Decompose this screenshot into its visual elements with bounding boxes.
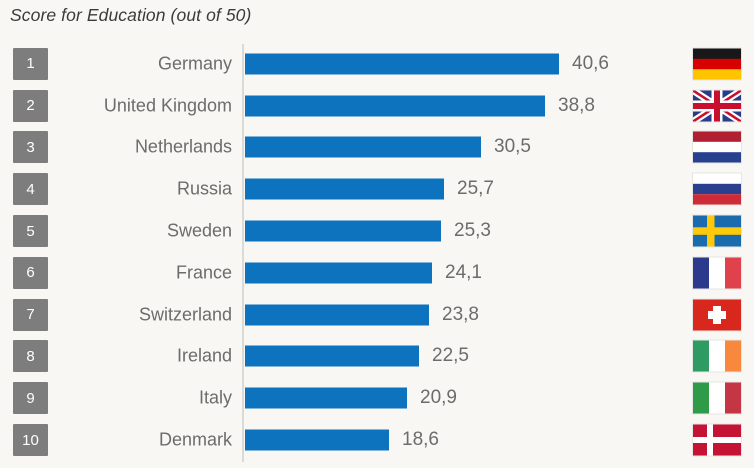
score-value: 18,6 — [402, 429, 439, 451]
united-kingdom-flag-icon — [692, 89, 742, 123]
rank-badge: 4 — [13, 173, 48, 206]
rank-badge: 10 — [13, 424, 48, 457]
country-label: Italy — [198, 387, 232, 408]
score-value: 24,1 — [445, 261, 482, 283]
germany-flag-icon — [692, 47, 742, 81]
country-row: 4 Russia 25,7 — [0, 168, 754, 210]
country-row: 6 France 24,1 — [0, 252, 754, 294]
rank-badge: 9 — [13, 382, 48, 415]
score-value: 30,5 — [494, 136, 531, 158]
chart-title: Score for Education (out of 50) — [10, 5, 252, 25]
score-value: 25,3 — [454, 220, 491, 242]
country-label: Ireland — [176, 345, 232, 366]
country-row: 8 Ireland 22,5 — [0, 336, 754, 378]
rank-badge: 6 — [13, 256, 48, 289]
switzerland-flag-icon — [692, 298, 742, 332]
country-label: United Kingdom — [103, 95, 232, 116]
score-value: 20,9 — [420, 387, 457, 409]
country-row: 10 Denmark 18,6 — [0, 419, 754, 461]
score-bar — [245, 262, 432, 284]
rank-badge: 7 — [13, 298, 48, 331]
netherlands-flag-icon — [692, 130, 742, 164]
rank-badge: 2 — [13, 89, 48, 122]
rank-badge: 8 — [13, 340, 48, 373]
score-value: 22,5 — [432, 345, 469, 367]
country-row: 1 Germany 40,6 — [0, 43, 754, 85]
rank-badge: 5 — [13, 215, 48, 248]
country-row: 2 United Kingdom 38,8 — [0, 85, 754, 127]
rows-container: 1 Germany 40,6 2 United Kingdom 38,8 3 Netherla… — [0, 43, 754, 461]
axis-line — [242, 44, 244, 462]
score-bar — [245, 345, 419, 367]
rank-badge: 1 — [13, 47, 48, 80]
ireland-flag-icon — [692, 339, 742, 373]
country-row: 9 Italy 20,9 — [0, 377, 754, 419]
country-row: 3 Netherlands 30,5 — [0, 127, 754, 169]
score-bar — [245, 53, 559, 75]
score-bar — [245, 178, 444, 200]
france-flag-icon — [692, 256, 742, 290]
score-bar — [245, 136, 481, 158]
country-label: Netherlands — [134, 136, 232, 157]
score-bar — [245, 220, 441, 242]
denmark-flag-icon — [692, 423, 742, 457]
italy-flag-icon — [692, 381, 742, 415]
country-label: Germany — [157, 53, 232, 74]
rank-badge: 3 — [13, 131, 48, 164]
score-value: 23,8 — [442, 303, 479, 325]
plot-area: 1 Germany 40,6 2 United Kingdom 38,8 3 Netherla… — [0, 43, 754, 462]
score-bar — [245, 387, 407, 409]
score-value: 25,7 — [457, 178, 494, 200]
country-row: 7 Switzerland 23,8 — [0, 294, 754, 336]
score-value: 38,8 — [558, 94, 595, 116]
country-label: Sweden — [166, 220, 232, 241]
country-row: 5 Sweden 25,3 — [0, 210, 754, 252]
score-bar — [245, 304, 429, 326]
country-label: Denmark — [158, 429, 232, 450]
score-value: 40,6 — [572, 52, 609, 74]
score-bar — [245, 429, 389, 451]
country-label: Switzerland — [138, 304, 232, 325]
country-label: Russia — [176, 178, 232, 199]
country-label: France — [175, 262, 232, 283]
russia-flag-icon — [692, 172, 742, 206]
sweden-flag-icon — [692, 214, 742, 248]
score-bar — [245, 95, 545, 117]
